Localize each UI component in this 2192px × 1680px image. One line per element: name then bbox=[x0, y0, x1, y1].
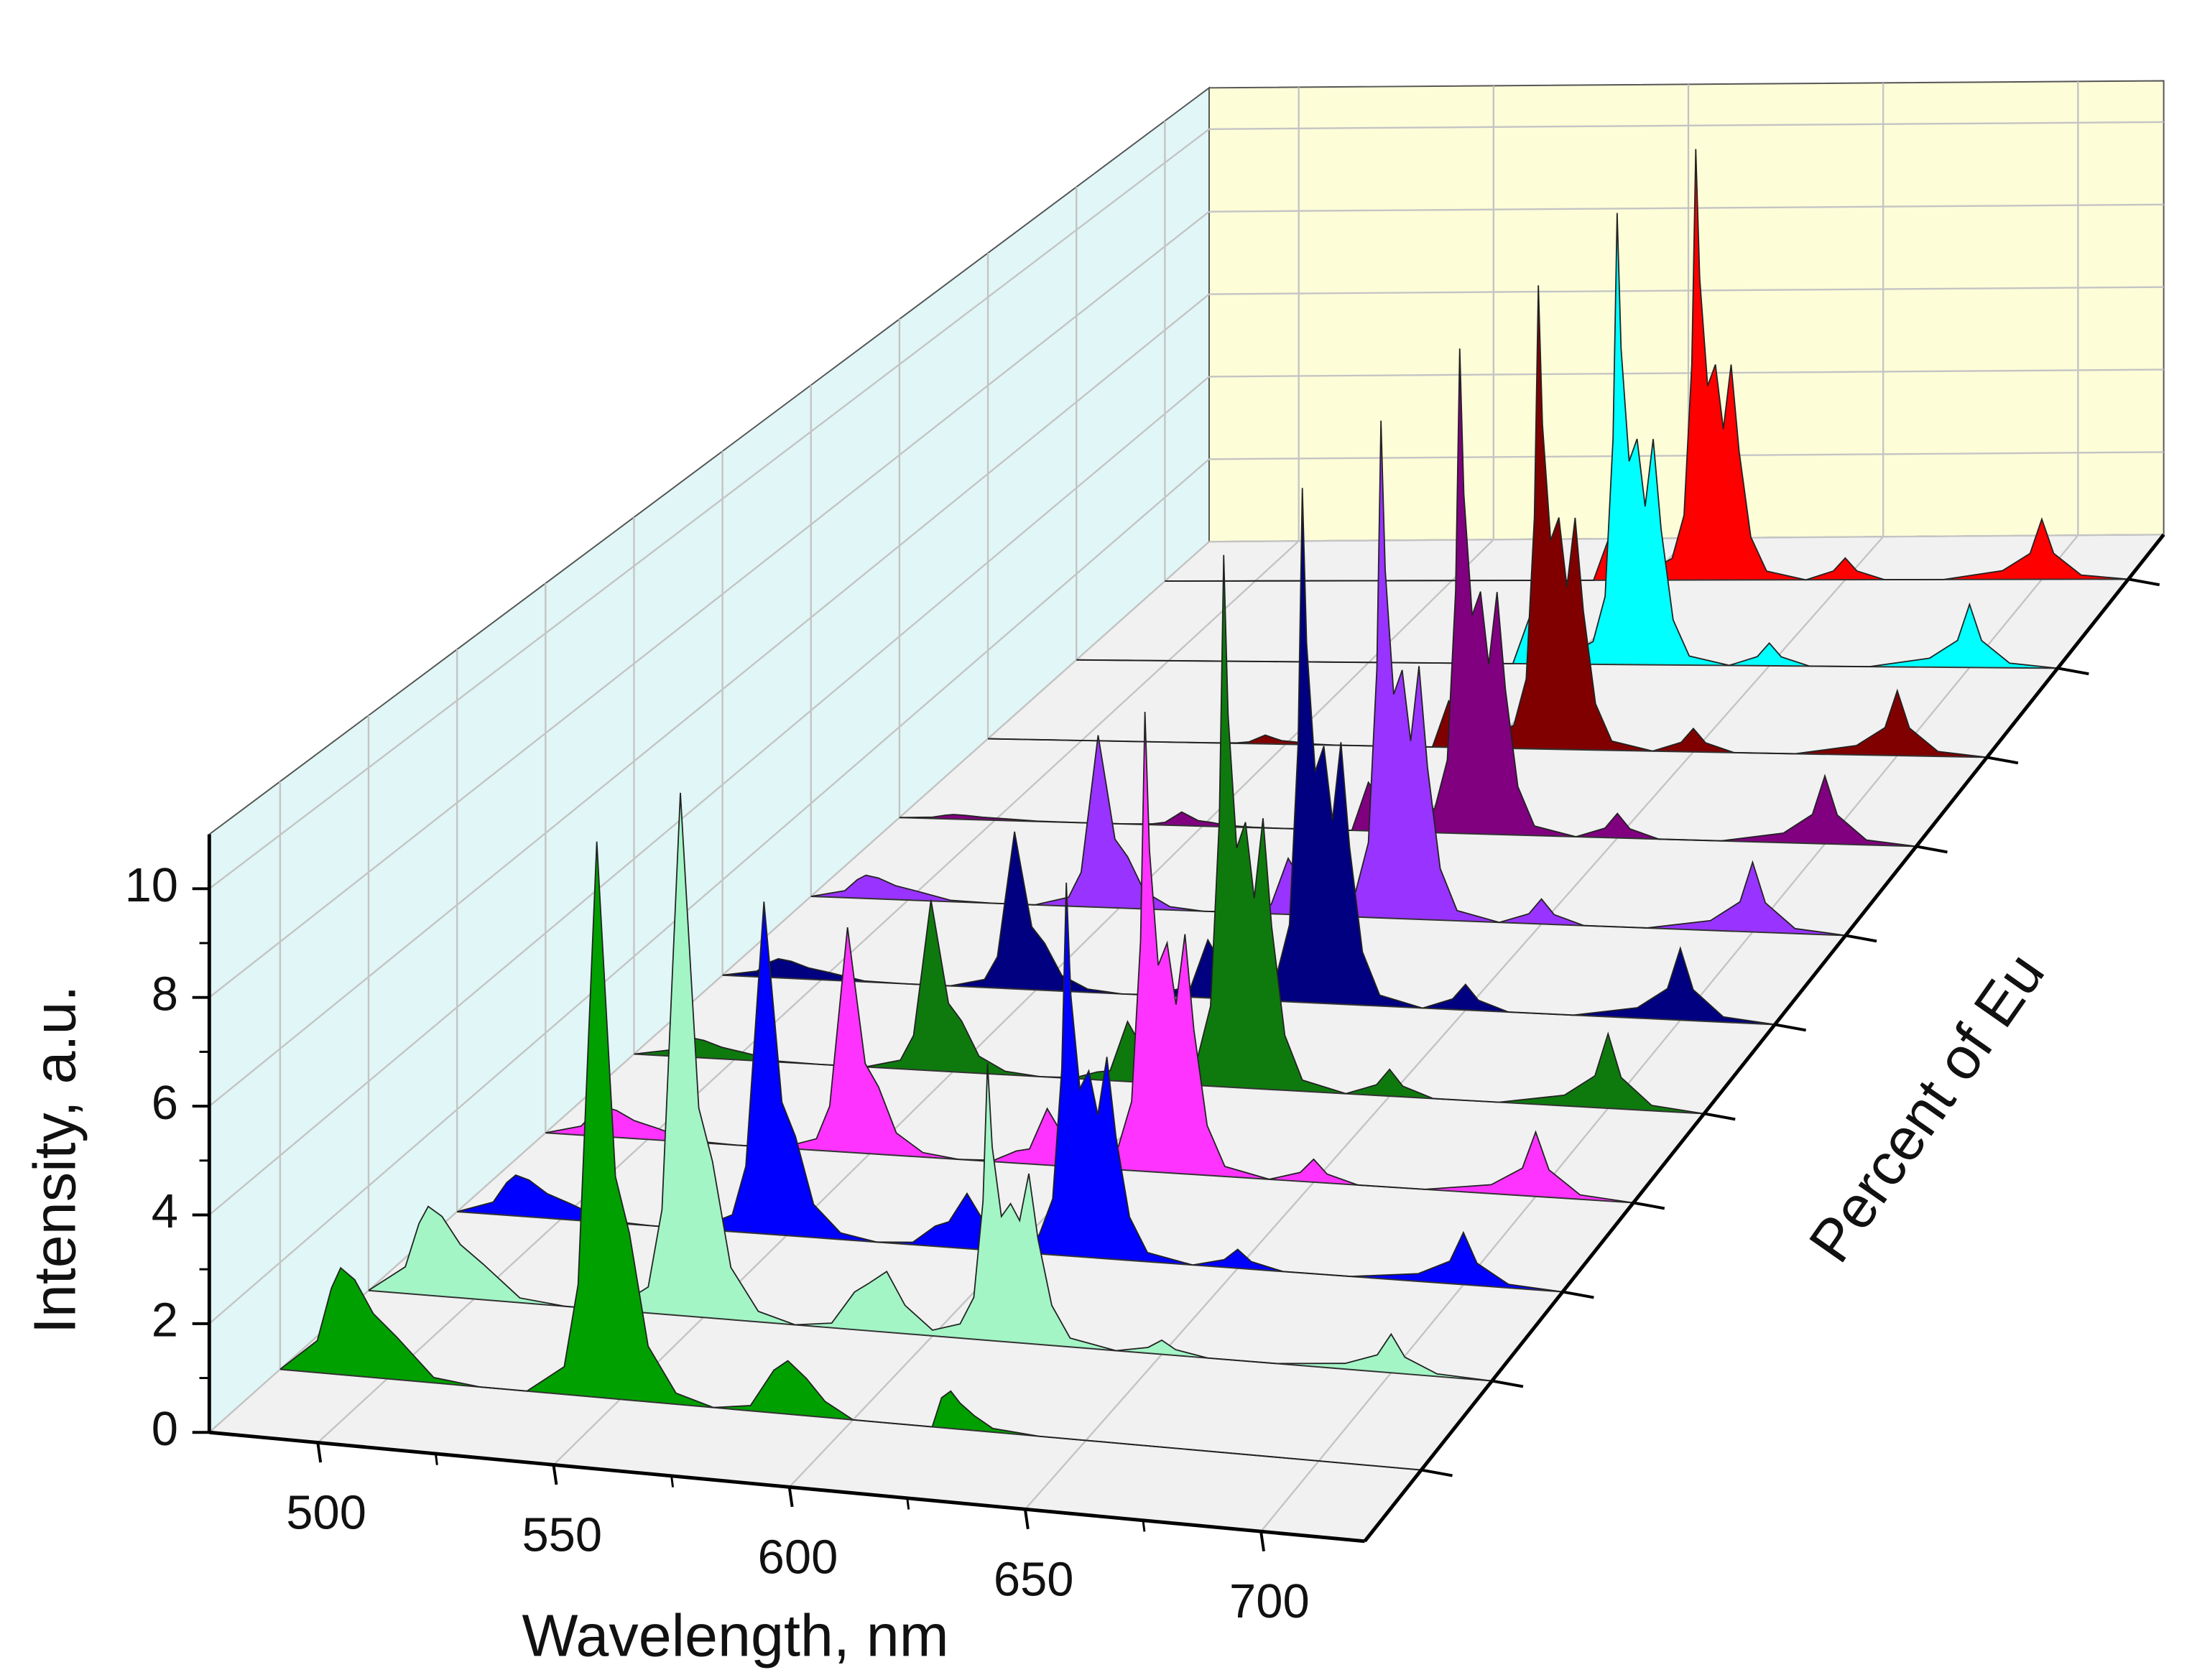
x-tick bbox=[1259, 1531, 1265, 1552]
area-line bbox=[279, 841, 1422, 1471]
area-line bbox=[368, 792, 1492, 1382]
x-tick bbox=[316, 1442, 323, 1463]
x-tick-label: 700 bbox=[1229, 1574, 1310, 1628]
x-minor-tick bbox=[670, 1475, 675, 1488]
grid-line bbox=[208, 376, 1210, 1216]
x-axis-label: Wavelength, nm bbox=[522, 1602, 948, 1669]
x-tick-label: 500 bbox=[286, 1486, 366, 1540]
y-tick-label: 4 bbox=[152, 1184, 178, 1238]
depth-axis-label: Percent of Eu bbox=[1796, 941, 2057, 1274]
grid-line bbox=[208, 541, 1210, 1434]
depth-tick bbox=[2057, 667, 2089, 676]
grid-line bbox=[208, 293, 1210, 1108]
x-tick-label: 550 bbox=[522, 1508, 602, 1561]
depth-tick bbox=[1703, 1112, 1736, 1121]
y-tick-label: 0 bbox=[152, 1402, 178, 1456]
grid-line bbox=[1208, 368, 2164, 378]
x-tick bbox=[1023, 1508, 1030, 1530]
x-tick-label: 600 bbox=[758, 1530, 838, 1584]
x-tick bbox=[787, 1487, 794, 1508]
depth-tick bbox=[1915, 845, 1948, 854]
area-fill bbox=[634, 554, 1704, 1114]
plot: 0 2 4 6 8 10 500 550 600 650 700 bbox=[125, 80, 2165, 1628]
grid-line bbox=[208, 210, 1210, 998]
y-tick-label: 6 bbox=[152, 1076, 178, 1130]
depth-tick bbox=[2128, 577, 2160, 587]
depth-tick bbox=[1492, 1379, 1524, 1388]
x-minor-tick bbox=[434, 1453, 438, 1465]
grid-line bbox=[1208, 203, 2164, 213]
baseline bbox=[368, 1289, 1492, 1382]
depth-axis bbox=[1363, 533, 2165, 1543]
grid-line bbox=[1208, 451, 2164, 460]
grid-line bbox=[1208, 286, 2164, 295]
x-tick bbox=[552, 1465, 558, 1485]
depth-tick bbox=[1420, 1468, 1453, 1477]
depth-tick bbox=[1845, 934, 1877, 943]
grid-line bbox=[208, 128, 1210, 890]
y-tick-label: 2 bbox=[152, 1294, 178, 1347]
grid-line bbox=[1208, 121, 2164, 130]
depth-tick bbox=[1774, 1023, 1806, 1032]
x-tick-label: 650 bbox=[994, 1552, 1074, 1606]
x-minor-tick bbox=[906, 1498, 910, 1510]
x-minor-tick bbox=[1142, 1520, 1146, 1532]
x-axis bbox=[209, 1430, 1365, 1544]
depth-tick bbox=[1987, 756, 2019, 765]
y-axis-label: Intensity, a.u. bbox=[22, 985, 88, 1334]
y-tick-label: 10 bbox=[125, 858, 178, 912]
grid-line bbox=[208, 458, 1210, 1324]
y-tick-label: 8 bbox=[152, 967, 178, 1021]
depth-tick bbox=[1562, 1290, 1594, 1299]
depth-tick bbox=[1633, 1201, 1665, 1210]
